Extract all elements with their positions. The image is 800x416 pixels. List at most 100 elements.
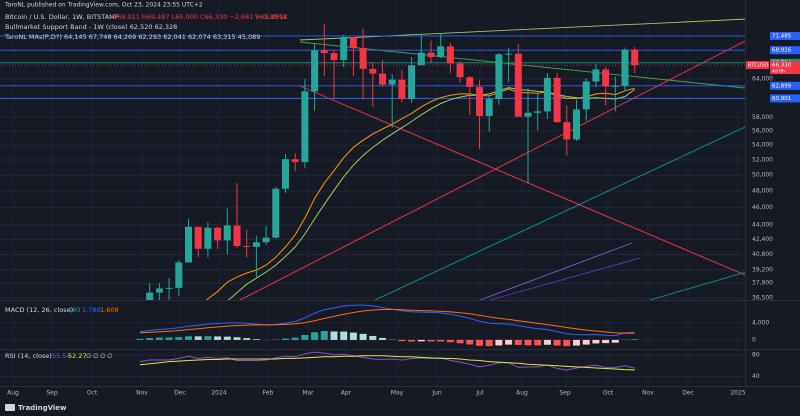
histogram-bar bbox=[233, 337, 241, 340]
support-band-line bbox=[227, 87, 635, 300]
price-level-box bbox=[770, 31, 800, 40]
histogram-bar bbox=[369, 335, 377, 340]
histogram-bar bbox=[185, 336, 192, 340]
candle-body bbox=[631, 49, 639, 66]
candle-body bbox=[262, 237, 270, 243]
macd-legend: MACD (12, 26, close) bbox=[5, 306, 73, 314]
y-tick-label: 58,000 bbox=[752, 114, 773, 121]
trend-line bbox=[374, 126, 745, 300]
last-price-box bbox=[770, 61, 800, 75]
candle-body bbox=[524, 112, 532, 117]
histogram-bar bbox=[543, 339, 551, 345]
histogram-bar bbox=[408, 339, 416, 342]
x-tick-label: Jun bbox=[431, 390, 442, 397]
y-tick-label: 39,200 bbox=[752, 267, 773, 274]
candle-body bbox=[476, 87, 483, 117]
rsi-legend: RSI (14, close) bbox=[5, 352, 52, 360]
x-tick-label: May bbox=[391, 390, 404, 397]
histogram-bar bbox=[534, 339, 542, 346]
histogram-bar bbox=[417, 339, 425, 342]
brand-logo bbox=[5, 404, 15, 411]
histogram-bar bbox=[573, 339, 580, 346]
candle-body bbox=[456, 63, 464, 78]
price-level-box bbox=[770, 94, 800, 103]
candle-body bbox=[272, 188, 280, 238]
candle-body bbox=[204, 227, 212, 249]
candle-body bbox=[223, 225, 231, 241]
rsi-value: ∅ bbox=[100, 352, 106, 360]
support-band-line bbox=[205, 87, 635, 300]
candle-body bbox=[369, 68, 377, 74]
candle-body bbox=[291, 159, 299, 163]
candle-body bbox=[446, 46, 454, 64]
trend-line bbox=[479, 242, 633, 300]
macd-value: 180 bbox=[68, 306, 80, 314]
candle-body bbox=[408, 65, 416, 100]
histogram-bar bbox=[252, 339, 260, 340]
candle-body bbox=[233, 225, 241, 246]
candle-body bbox=[611, 85, 619, 87]
volume: Vol5.251K bbox=[255, 13, 288, 21]
candle-body bbox=[388, 79, 396, 85]
symbol-label: BTCUSD bbox=[748, 63, 769, 69]
macd-value: 1,788 bbox=[82, 306, 101, 314]
y-tick-label: 40 bbox=[752, 373, 760, 380]
histogram-bar bbox=[146, 338, 154, 340]
histogram-bar bbox=[485, 339, 493, 347]
candle-body bbox=[437, 46, 445, 58]
histogram-bar bbox=[136, 338, 144, 340]
y-tick-label: 40,800 bbox=[752, 251, 773, 258]
ohlc: O69,011 H69,487 L65,000 C66,330 −2,681 (… bbox=[112, 13, 287, 21]
histogram-bar bbox=[282, 338, 289, 340]
trend-line bbox=[649, 271, 745, 300]
histogram-bar bbox=[602, 339, 610, 344]
candle-body bbox=[330, 53, 338, 61]
histogram-bar bbox=[311, 332, 319, 340]
candle-body bbox=[514, 53, 522, 117]
macd-line bbox=[139, 309, 635, 334]
x-tick-label: 2025 bbox=[730, 390, 745, 397]
trend-line bbox=[489, 257, 641, 300]
symbol-box bbox=[746, 61, 769, 70]
histogram-bar bbox=[320, 331, 328, 340]
candle-body bbox=[349, 36, 357, 49]
candle-body bbox=[185, 226, 192, 263]
indicator-legend: Bullmarket Support Band - 1W (close) 62,… bbox=[5, 23, 177, 31]
histogram-bar bbox=[524, 339, 532, 346]
y-tick-label: 37,900 bbox=[752, 280, 773, 287]
y-tick-label: 4,000 bbox=[752, 319, 769, 326]
x-tick-label: Nov bbox=[136, 390, 148, 397]
histogram-bar bbox=[456, 339, 464, 344]
macd-value: 1,608 bbox=[100, 306, 119, 314]
candle-body bbox=[175, 262, 183, 288]
histogram-bar bbox=[340, 331, 348, 340]
y-tick-label: 54,000 bbox=[752, 142, 773, 149]
histogram-bar bbox=[437, 339, 445, 342]
indicator-legend: TaroNL MAs(P,D?) 64,145 67,748 64,269 62… bbox=[4, 33, 260, 41]
histogram-bar bbox=[611, 339, 619, 343]
y-tick-label: 56,000 bbox=[752, 128, 773, 135]
histogram-bar bbox=[495, 339, 503, 346]
candle-body bbox=[155, 288, 163, 293]
histogram-bar bbox=[476, 339, 483, 346]
candle-body bbox=[194, 226, 202, 249]
candle-body bbox=[359, 48, 367, 69]
histogram-bar bbox=[466, 339, 474, 345]
rsi-value: ∅ bbox=[93, 352, 99, 360]
candle-body bbox=[573, 109, 580, 140]
histogram-bar bbox=[446, 339, 454, 343]
candle-body bbox=[311, 50, 319, 92]
rsi-value: 55.54 bbox=[52, 352, 71, 360]
y-tick-label: 50,000 bbox=[752, 172, 773, 179]
symbol: Bitcoin / U.S. Dollar, 1W, BITSTAMP bbox=[5, 13, 119, 21]
histogram-bar bbox=[330, 331, 338, 340]
price-level-label: 60,901 bbox=[772, 96, 791, 102]
candle-body bbox=[495, 54, 503, 100]
x-tick-label: Mar bbox=[302, 390, 314, 397]
histogram-bar bbox=[291, 337, 299, 340]
price-level-label: 62,899 bbox=[772, 83, 792, 89]
countdown: 4d 0h bbox=[772, 69, 785, 75]
candle-body bbox=[553, 77, 561, 123]
last-price-label: 66,330 bbox=[772, 63, 792, 69]
histogram-bar bbox=[243, 338, 251, 340]
